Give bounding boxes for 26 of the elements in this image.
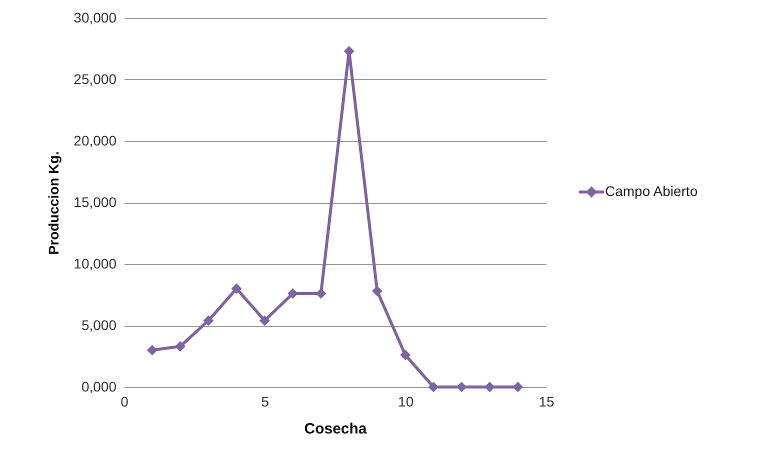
point xyxy=(512,382,524,392)
y-axis-title: Produccion Kg. xyxy=(46,151,62,255)
x-tick-label: 10 xyxy=(398,394,414,410)
x-tick-label: 0 xyxy=(120,394,129,410)
point xyxy=(203,315,214,326)
x-tick-label: 15 xyxy=(538,394,554,410)
point xyxy=(231,283,242,294)
y-tick-label: 25,000 xyxy=(74,71,117,87)
y-tick-label: 0,000 xyxy=(81,378,117,394)
point xyxy=(146,344,158,356)
point xyxy=(175,341,186,352)
x-axis-title: Cosecha xyxy=(304,420,368,438)
point xyxy=(259,315,270,326)
point xyxy=(372,286,382,296)
point xyxy=(400,350,411,360)
point xyxy=(316,288,326,299)
y-tick-label: 30,000 xyxy=(74,10,117,26)
y-tick-label: 5,000 xyxy=(81,317,117,333)
point xyxy=(428,382,439,392)
legend-label: Campo Abierto xyxy=(605,183,698,199)
y-tick-label: 15,000 xyxy=(74,194,117,210)
y-tick-label: 20,000 xyxy=(74,132,117,148)
point xyxy=(456,382,467,392)
point xyxy=(344,46,354,56)
y-tick-label: 10,000 xyxy=(74,256,117,272)
x-tick-label: 5 xyxy=(261,394,270,410)
